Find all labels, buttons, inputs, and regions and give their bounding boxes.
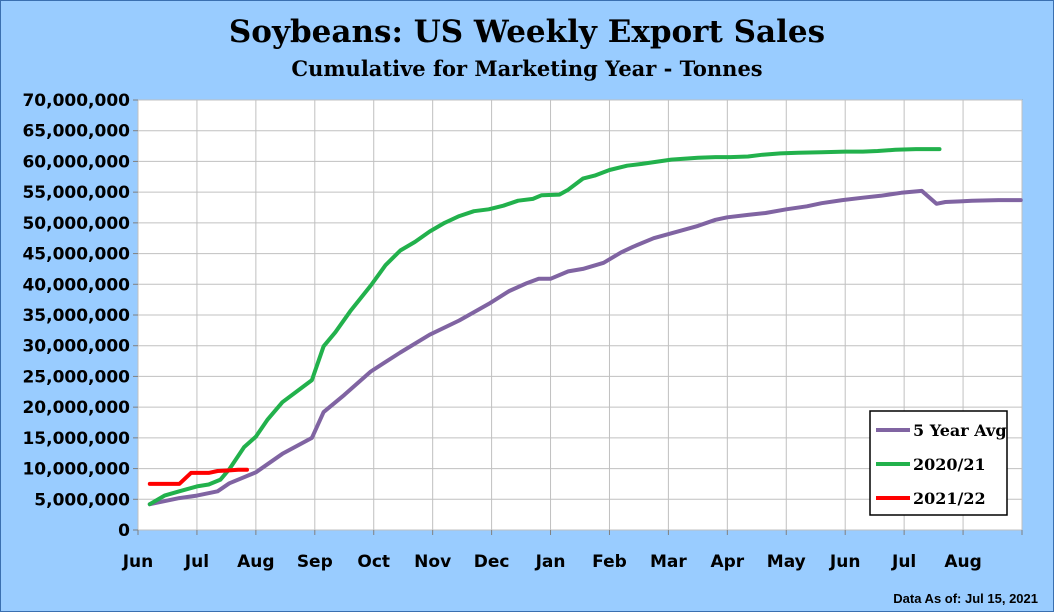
y-tick-label: 45,000,000	[22, 245, 130, 265]
y-tick-label: 50,000,000	[22, 214, 130, 234]
x-tick-label: Dec	[474, 552, 510, 572]
y-tick-label: 40,000,000	[22, 275, 130, 295]
y-tick-label: 10,000,000	[22, 460, 130, 480]
y-tick-label: 25,000,000	[22, 367, 130, 387]
x-tick-label: Aug	[944, 552, 981, 572]
legend-label: 2021/22	[913, 489, 986, 508]
x-tick-label: Jun	[829, 552, 861, 572]
series-lines	[147, 147, 1023, 507]
x-tick-label: Jul	[184, 552, 209, 572]
y-tick-label: 30,000,000	[22, 337, 130, 357]
x-tick-label: Aug	[237, 552, 274, 572]
y-tick-label: 55,000,000	[22, 183, 130, 203]
data-as-of-note: Data As of: Jul 15, 2021	[893, 591, 1038, 606]
x-tick-label: May	[767, 552, 806, 572]
legend-label: 5 Year Avg	[913, 421, 1007, 440]
series-line-2	[147, 467, 249, 486]
y-tick-label: 0	[118, 521, 130, 541]
x-tick-label: Oct	[357, 552, 390, 572]
x-tick-label: Jul	[891, 552, 916, 572]
legend-label: 2020/21	[913, 455, 986, 474]
x-tick-label: Jan	[535, 552, 566, 572]
y-tick-label: 35,000,000	[22, 306, 130, 326]
y-tick-label: 15,000,000	[22, 429, 130, 449]
x-tick-label: Jun	[122, 552, 154, 572]
y-axis-ticks: 0 5,000,000 10,000,000 15,000,000 20,000,000…	[22, 91, 138, 541]
x-tick-label: Sep	[297, 552, 333, 572]
chart-subtitle: Cumulative for Marketing Year - Tonnes	[291, 56, 763, 81]
y-tick-label: 65,000,000	[22, 122, 130, 142]
y-tick-label: 20,000,000	[22, 398, 130, 418]
series-line-1	[147, 147, 942, 507]
x-axis-ticks: Jun Jul Aug Sep Oct Nov Dec Jan Feb Mar Apr May Jun J…	[122, 530, 1023, 572]
x-tick-label: Apr	[710, 552, 744, 572]
series-line-0	[147, 188, 1023, 507]
chart-title: Soybeans: US Weekly Export Sales	[228, 14, 826, 50]
x-tick-label: Mar	[650, 552, 687, 572]
y-tick-label: 60,000,000	[22, 152, 130, 172]
y-tick-label: 5,000,000	[34, 490, 130, 510]
x-tick-label: Feb	[592, 552, 627, 572]
legend: 5 Year Avg 2020/21 2021/22	[869, 410, 1008, 516]
x-tick-label: Nov	[414, 552, 451, 572]
y-tick-label: 70,000,000	[22, 91, 130, 111]
